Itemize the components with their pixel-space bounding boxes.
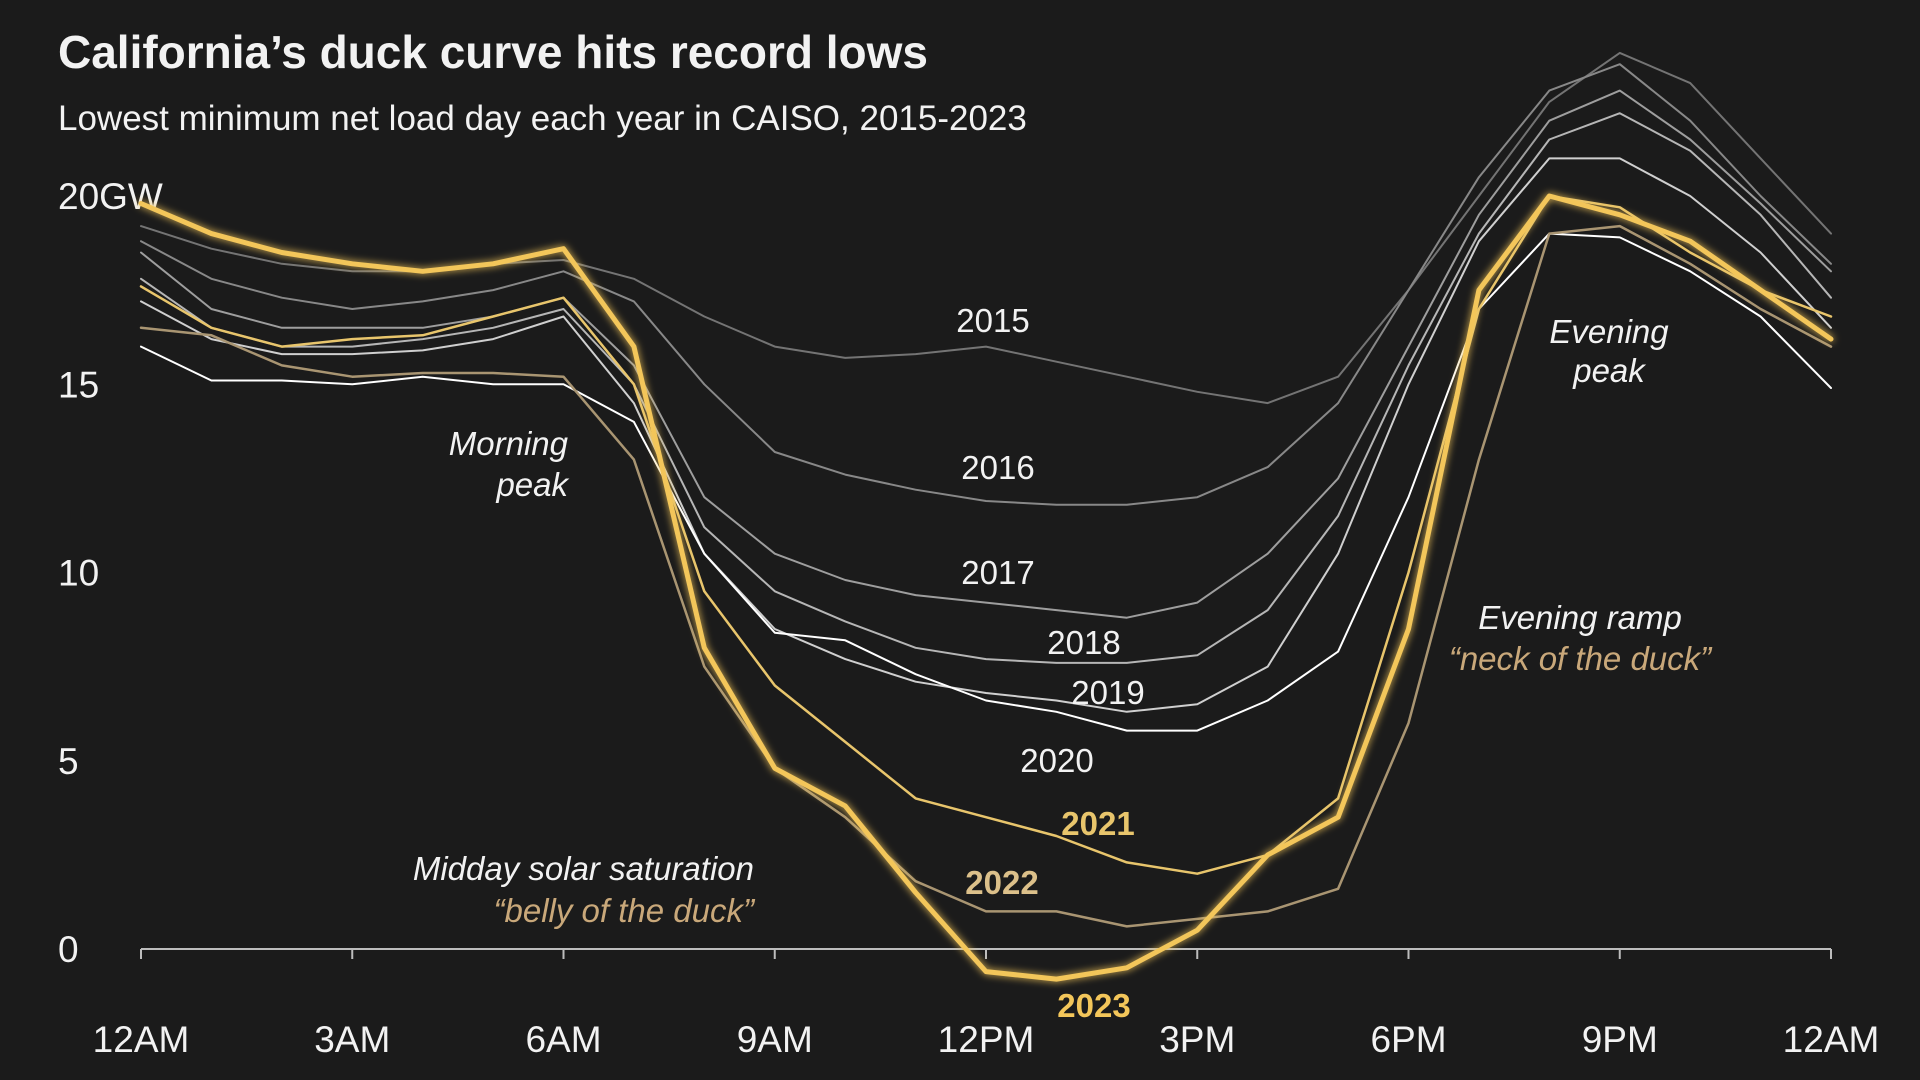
x-tick-label: 9AM	[737, 1019, 813, 1060]
series-label: 2018	[1047, 624, 1120, 661]
annotation: Evening ramp	[1478, 599, 1682, 636]
y-tick-label: 15	[58, 364, 99, 405]
annotation: Evening	[1549, 313, 1669, 350]
series-label: 2016	[961, 449, 1034, 486]
series-label: 2022	[965, 864, 1038, 901]
series-line	[140, 63, 1832, 506]
series-label: 2017	[961, 554, 1034, 591]
annotation: Morning	[449, 425, 569, 462]
x-tick-label: 3PM	[1159, 1019, 1235, 1060]
annotation: “belly of the duck”	[494, 892, 756, 929]
series-line	[140, 157, 1832, 713]
chart-subtitle: Lowest minimum net load day each year in…	[58, 99, 1027, 138]
series-label: 2015	[956, 302, 1029, 339]
chart-title: California’s duck curve hits record lows	[58, 26, 928, 78]
x-tick-label: 12AM	[1783, 1019, 1880, 1060]
annotation: “neck of the duck”	[1449, 640, 1713, 677]
annotation: peak	[495, 466, 569, 503]
series-label: 2023	[1057, 987, 1130, 1024]
y-tick-label: 5	[58, 741, 79, 782]
series-line	[139, 224, 1833, 928]
x-tick-label: 3AM	[314, 1019, 390, 1060]
x-tick-label: 12PM	[938, 1019, 1035, 1060]
x-tick-label: 6PM	[1370, 1019, 1446, 1060]
x-tick-label: 9PM	[1582, 1019, 1658, 1060]
series-label: 2020	[1020, 742, 1093, 779]
series-label: 2021	[1061, 805, 1134, 842]
series-line	[140, 112, 1832, 664]
x-tick-label: 6AM	[525, 1019, 601, 1060]
series-line	[138, 193, 1834, 982]
annotation: Midday solar saturation	[413, 850, 754, 887]
y-tick-label: 0	[58, 929, 79, 970]
annotation: peak	[1572, 352, 1646, 389]
y-tick-label: 10	[58, 553, 99, 594]
x-tick-label: 12AM	[93, 1019, 190, 1060]
y-tick-label: 20GW	[58, 176, 163, 217]
series-label: 2019	[1071, 674, 1144, 711]
series-line	[140, 89, 1832, 619]
